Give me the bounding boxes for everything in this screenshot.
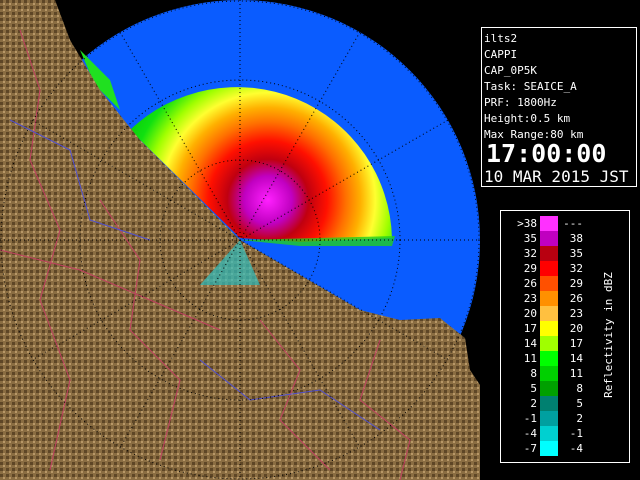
legend-swatch: [540, 321, 558, 336]
legend-high-label: -1: [570, 427, 583, 440]
legend-swatch: [540, 381, 558, 396]
legend-high-label: 17: [570, 337, 583, 350]
legend-low-label: 23: [524, 292, 537, 305]
legend-low-label: 26: [524, 277, 537, 290]
legend-high-label: 32: [570, 262, 583, 275]
date: 10 MAR 2015 JST: [484, 167, 629, 186]
legend-high-label: 29: [570, 277, 583, 290]
legend-swatch: [540, 291, 558, 306]
legend-swatch: [540, 336, 558, 351]
legend-swatch: [540, 351, 558, 366]
info-line: CAPPI: [484, 48, 517, 61]
legend-low-label: 35: [524, 232, 537, 245]
legend-high-label: 38: [570, 232, 583, 245]
legend-high-label: 11: [570, 367, 583, 380]
info-line: Height:0.5 km: [484, 112, 570, 125]
legend-high-label: 26: [570, 292, 583, 305]
info-line: ilts2: [484, 32, 517, 45]
map: [0, 0, 480, 480]
legend-swatch: [540, 231, 558, 246]
echo-patch: [80, 50, 120, 110]
legend-low-label: 14: [524, 337, 538, 350]
legend-high-label: 20: [570, 322, 583, 335]
legend-title: Reflectivity in dBZ: [602, 272, 615, 398]
legend-swatch: [540, 396, 558, 411]
legend-high-label: 2: [576, 412, 583, 425]
legend-low-label: 20: [524, 307, 537, 320]
legend-swatch: [540, 261, 558, 276]
echo-area: [130, 87, 392, 242]
legend-swatch: [540, 216, 558, 231]
legend-low-label: 5: [530, 382, 537, 395]
legend-high-label: 14: [570, 352, 584, 365]
legend-low-label: 32: [524, 247, 537, 260]
side-panel: [480, 0, 640, 480]
echo-band: [240, 236, 395, 246]
info-line: PRF: 1800Hz: [484, 96, 557, 109]
legend-swatch: [540, 411, 558, 426]
legend-high-label: -4: [570, 442, 584, 455]
rivers: [0, 29, 411, 480]
legend-swatch: [540, 246, 558, 261]
legend-low-label: 8: [530, 367, 537, 380]
legend-high-label: 35: [570, 247, 583, 260]
legend-swatch: [540, 426, 558, 441]
legend-low-label: -1: [524, 412, 537, 425]
info-lines: ilts2 CAPPI CAP_0P5K Task: SEAICE_A PRF: 180…: [484, 32, 584, 141]
legend-swatch: [540, 306, 558, 321]
info-line: Max Range:80 km: [484, 128, 584, 141]
legend-high-label: 23: [570, 307, 583, 320]
time: 17:00:00: [486, 139, 606, 168]
info-line: CAP_0P5K: [484, 64, 537, 77]
legend-low-label: 2: [530, 397, 537, 410]
legend-swatch: [540, 366, 558, 381]
legend-high-label: 5: [576, 397, 583, 410]
legend-swatch: [540, 276, 558, 291]
legend-high-label: 8: [576, 382, 583, 395]
info-line: Task: SEAICE_A: [484, 80, 577, 93]
info-box: [481, 27, 637, 187]
legend-low-label: -7: [524, 442, 537, 455]
legend-swatch: [540, 441, 558, 456]
legend-low-label: -4: [524, 427, 538, 440]
legend-low-label: >38: [517, 217, 537, 230]
echo-clutter: [200, 240, 260, 285]
legend: >38 --- 35 38 32 35 29 32 26 29 23 26 20 23 17 20 14 17 11…: [517, 216, 583, 456]
legend-low-label: 29: [524, 262, 537, 275]
roads: [9, 119, 381, 431]
legend-low-label: 17: [524, 322, 537, 335]
legend-box: [500, 210, 630, 463]
range-rings: [0, 0, 480, 480]
legend-high-label: ---: [563, 217, 583, 230]
legend-low-label: 11: [524, 352, 537, 365]
